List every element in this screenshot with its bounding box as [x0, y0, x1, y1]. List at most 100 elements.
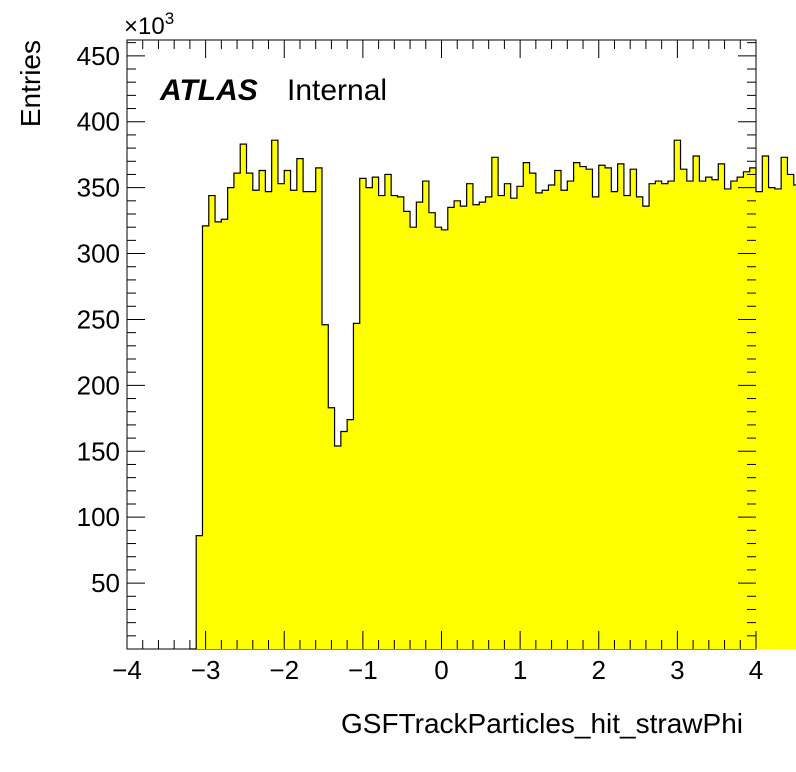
histogram-bin	[215, 221, 222, 649]
y-tick-label: 350	[77, 173, 120, 203]
histogram-bin	[548, 185, 556, 649]
histogram-bin	[290, 190, 298, 650]
histogram-bin	[535, 192, 543, 649]
histogram-bin	[686, 181, 694, 649]
histogram-bin	[397, 196, 405, 649]
histogram-bin	[328, 407, 335, 649]
histogram-bin	[340, 431, 348, 649]
histogram-bin	[768, 187, 776, 650]
histogram-bin	[454, 200, 461, 649]
x-tick-label: −1	[348, 655, 378, 685]
histogram-bin	[196, 535, 203, 649]
histogram-bin	[680, 169, 688, 649]
histogram-bin	[693, 156, 700, 649]
histogram-bin	[441, 229, 449, 649]
histogram-bin	[265, 191, 273, 649]
histogram-bin	[246, 173, 254, 650]
y-tick-label: 200	[77, 370, 120, 400]
histogram-bin	[334, 446, 342, 649]
histogram-bin	[321, 324, 329, 649]
histogram-bin	[567, 181, 574, 649]
histogram-bin	[667, 181, 675, 649]
y-tick-label: 150	[77, 436, 120, 466]
y-axis-multiplier: ×103	[124, 9, 174, 40]
histogram-bin	[711, 179, 719, 649]
histogram-bin	[617, 163, 625, 649]
histogram-bin	[787, 174, 795, 650]
x-tick-label: 4	[749, 655, 763, 685]
x-tick-label: −4	[112, 655, 142, 685]
x-tick-label: 0	[434, 655, 448, 685]
histogram-bin	[372, 177, 379, 649]
histogram-bin	[504, 183, 512, 649]
histogram-bin	[403, 211, 411, 649]
histogram-bin	[271, 140, 279, 649]
histogram-bin	[391, 195, 398, 649]
histogram-bin	[259, 170, 266, 649]
histogram-bin	[447, 207, 455, 649]
y-tick-label: 450	[77, 41, 120, 71]
histogram-bin	[240, 144, 247, 650]
histogram-bin	[674, 140, 681, 649]
histogram-bin	[561, 190, 568, 650]
histogram-bin	[573, 162, 581, 649]
histogram-bin	[781, 157, 788, 649]
x-tick-labels: −4 −3 −2 −1 0 1 2 3 4	[112, 655, 763, 685]
histogram-bin	[359, 178, 367, 649]
histogram-bin	[498, 195, 505, 649]
y-tick-label: 300	[77, 239, 120, 269]
histogram-bin	[466, 183, 474, 649]
histogram-bin	[749, 167, 757, 649]
y-tick-label: 100	[77, 502, 120, 532]
histogram-bin	[202, 225, 210, 649]
histogram-bin	[743, 171, 751, 649]
histogram-bin	[636, 196, 644, 649]
histogram-bin	[649, 183, 656, 649]
histogram-bin	[284, 170, 291, 649]
y-axis-title: Entries	[15, 40, 46, 127]
histogram-bin	[793, 185, 796, 649]
histogram-bin	[592, 196, 600, 649]
histogram-bin	[705, 177, 713, 649]
x-tick-label: 2	[592, 655, 606, 685]
histogram-bin	[303, 191, 310, 649]
histogram-bin	[366, 187, 373, 650]
histogram-bin	[435, 227, 442, 649]
x-axis-title: GSFTrackParticles_hit_strawPhi	[341, 708, 743, 739]
atlas-label: ATLAS	[159, 74, 258, 107]
histogram-bars	[189, 139, 796, 650]
histogram-bin	[428, 212, 436, 649]
histogram-bin	[756, 191, 763, 649]
histogram-bin	[233, 173, 241, 650]
histogram-outline	[189, 139, 796, 650]
histogram-bin	[479, 202, 486, 650]
histogram-bin	[309, 191, 317, 649]
histogram-bin	[315, 167, 323, 649]
histogram-bin	[208, 195, 216, 649]
histogram-bin	[221, 219, 229, 650]
histogram-bin	[460, 206, 468, 649]
y-tick-labels: 50 100 150 200 250 300 350 400 450	[77, 41, 120, 598]
histogram-bin	[737, 177, 744, 649]
histogram-bin	[227, 187, 235, 650]
histogram-bin	[472, 204, 480, 650]
histogram-bin	[774, 188, 782, 650]
histogram-bin	[277, 183, 285, 649]
histogram-bin	[730, 181, 738, 649]
histogram-bin	[611, 191, 619, 649]
histogram-bin	[378, 195, 386, 649]
histogram-bin	[523, 162, 530, 649]
histogram-bin	[699, 181, 707, 649]
histogram-bin	[516, 186, 524, 649]
histogram-bin	[724, 188, 732, 650]
histogram-bin	[630, 169, 637, 649]
y-tick-label: 400	[77, 107, 120, 137]
histogram-bin	[384, 174, 392, 650]
x-tick-label: −2	[269, 655, 299, 685]
histogram-bin	[623, 195, 631, 649]
histogram-bin	[347, 419, 354, 649]
histogram-bin	[579, 166, 587, 649]
histogram-bin	[762, 156, 769, 649]
histogram-bin	[353, 323, 361, 649]
